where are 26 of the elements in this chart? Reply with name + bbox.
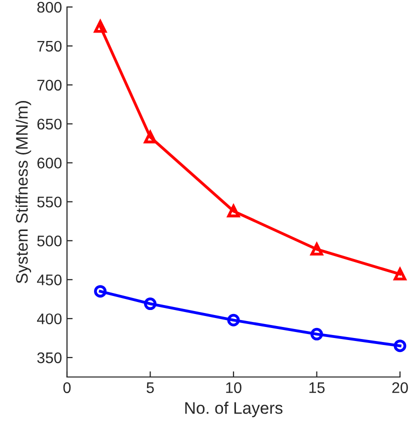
y-tick-label: 350 — [37, 352, 62, 364]
x-tick-label: 5 — [146, 382, 154, 394]
point — [394, 268, 406, 280]
y-axis-title: System Stiffness (MN/m) — [16, 101, 32, 284]
y-tick-label: 550 — [37, 196, 62, 208]
y-tick-label: 450 — [37, 274, 62, 286]
x-tick-label: 20 — [392, 382, 408, 394]
y-tick-label: 700 — [37, 80, 62, 91]
y-tick-label: 400 — [37, 313, 62, 324]
x-axis-title: No. of Layers — [185, 402, 282, 418]
point — [94, 20, 107, 33]
point — [310, 328, 323, 340]
point — [144, 130, 156, 144]
y-tick-label: 600 — [37, 158, 62, 168]
point — [227, 204, 240, 218]
point — [144, 298, 156, 310]
y-tick-label: 650 — [37, 118, 62, 130]
x-tick-label: 10 — [226, 382, 242, 394]
point — [94, 285, 107, 298]
y-tick-label: 500 — [37, 236, 62, 246]
point — [227, 314, 240, 326]
point — [394, 340, 406, 352]
y-tick-label: 800 — [37, 2, 62, 13]
x-tick-label: 15 — [309, 382, 325, 394]
x-tick-label: 0 — [63, 382, 71, 394]
y-tick-label: 750 — [37, 40, 62, 52]
